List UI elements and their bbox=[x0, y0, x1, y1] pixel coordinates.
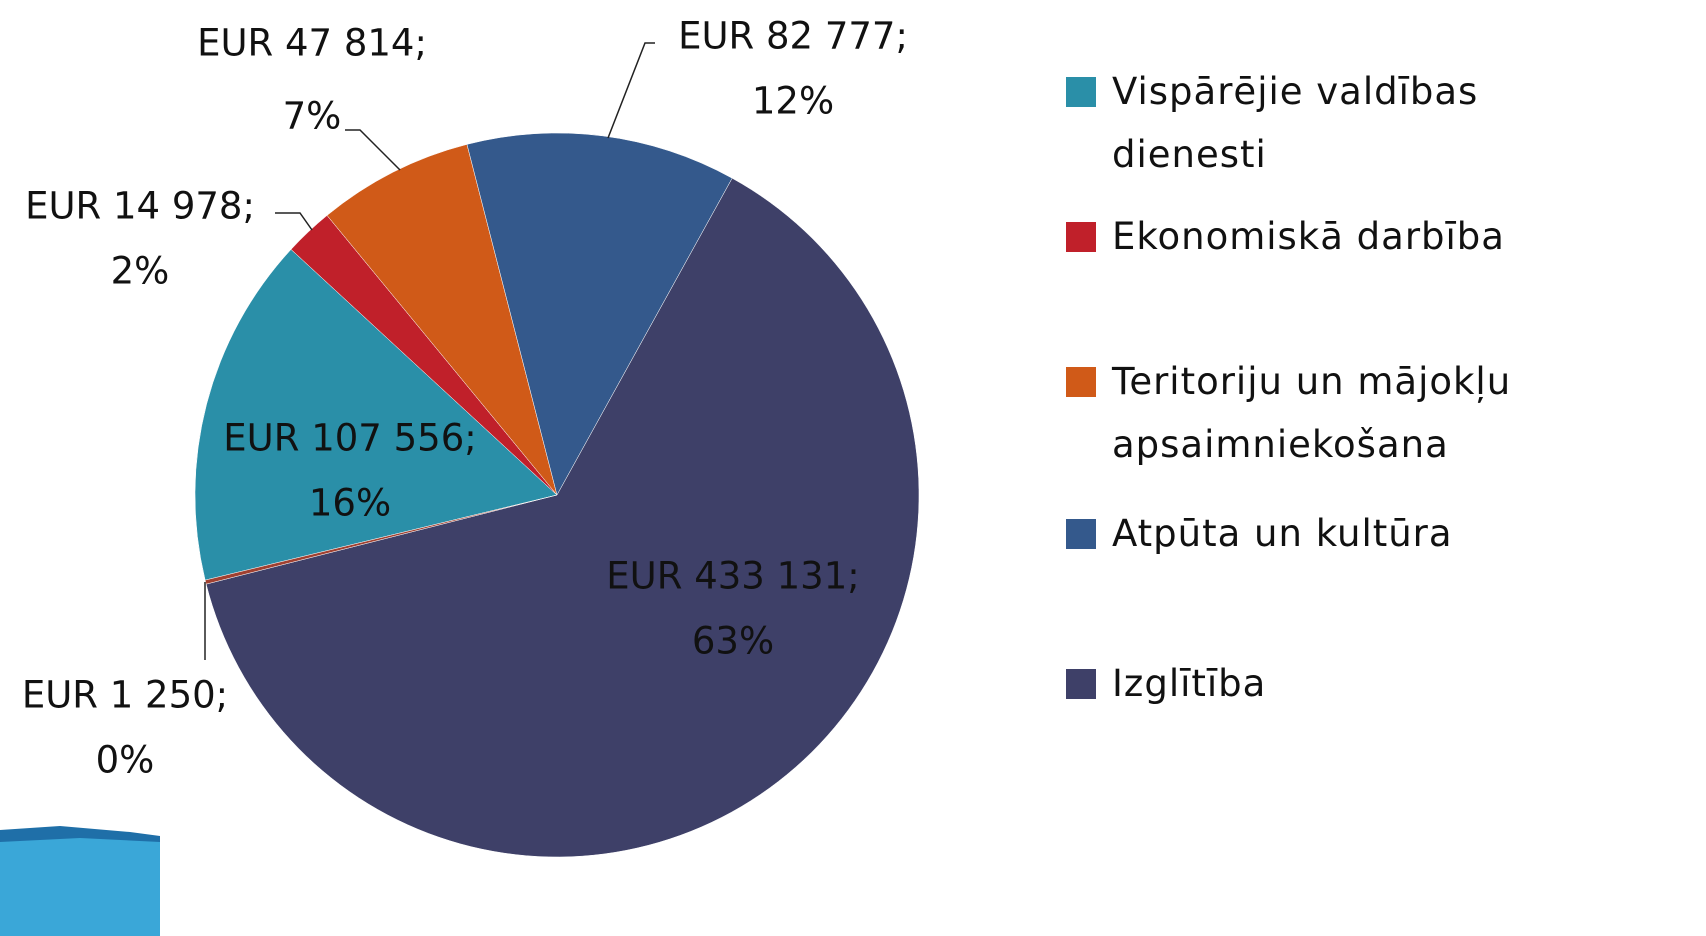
legend-swatch bbox=[1066, 222, 1096, 252]
percent-label: 16% bbox=[309, 482, 391, 525]
pie-slice bbox=[326, 144, 558, 496]
legend-label: Izglītība bbox=[1112, 662, 1267, 705]
data-label: EUR 82 777; bbox=[678, 15, 908, 58]
data-label: EUR 14 978; bbox=[25, 185, 255, 228]
legend-swatch bbox=[1066, 367, 1096, 397]
legend-item: Atpūta un kultūra bbox=[1066, 502, 1586, 565]
percent-label: 63% bbox=[692, 620, 774, 663]
legend-label: Vispārējie valdības dienesti bbox=[1112, 70, 1479, 176]
pie-slice bbox=[205, 177, 920, 858]
percent-label: 0% bbox=[96, 739, 155, 782]
pie-slice bbox=[194, 249, 558, 581]
legend-item: Izglītība bbox=[1066, 652, 1586, 715]
legend-item: Vispārējie valdības dienesti bbox=[1066, 60, 1586, 186]
legend-swatch bbox=[1066, 77, 1096, 107]
data-label: EUR 433 131; bbox=[606, 555, 859, 598]
percent-label: 7% bbox=[283, 95, 342, 138]
leader-line bbox=[607, 42, 655, 139]
data-label: EUR 47 814; bbox=[197, 22, 427, 65]
pie-slice bbox=[466, 132, 733, 496]
data-label: EUR 107 556; bbox=[223, 417, 476, 460]
legend-label: Atpūta un kultūra bbox=[1112, 512, 1453, 555]
leader-line bbox=[275, 212, 313, 231]
legend-swatch bbox=[1066, 669, 1096, 699]
percent-label: 2% bbox=[111, 250, 170, 293]
decoration bbox=[0, 838, 160, 936]
legend-item: Teritoriju un mājokļu apsaimniekošana bbox=[1066, 350, 1586, 476]
legend-item: Ekonomiskā darbība bbox=[1066, 205, 1586, 268]
legend-label: Ekonomiskā darbība bbox=[1112, 215, 1505, 258]
percent-label: 12% bbox=[752, 80, 834, 123]
legend-swatch bbox=[1066, 519, 1096, 549]
leader-line bbox=[345, 129, 401, 171]
data-label: EUR 1 250; bbox=[22, 674, 228, 717]
legend-label: Teritoriju un mājokļu apsaimniekošana bbox=[1112, 360, 1512, 466]
